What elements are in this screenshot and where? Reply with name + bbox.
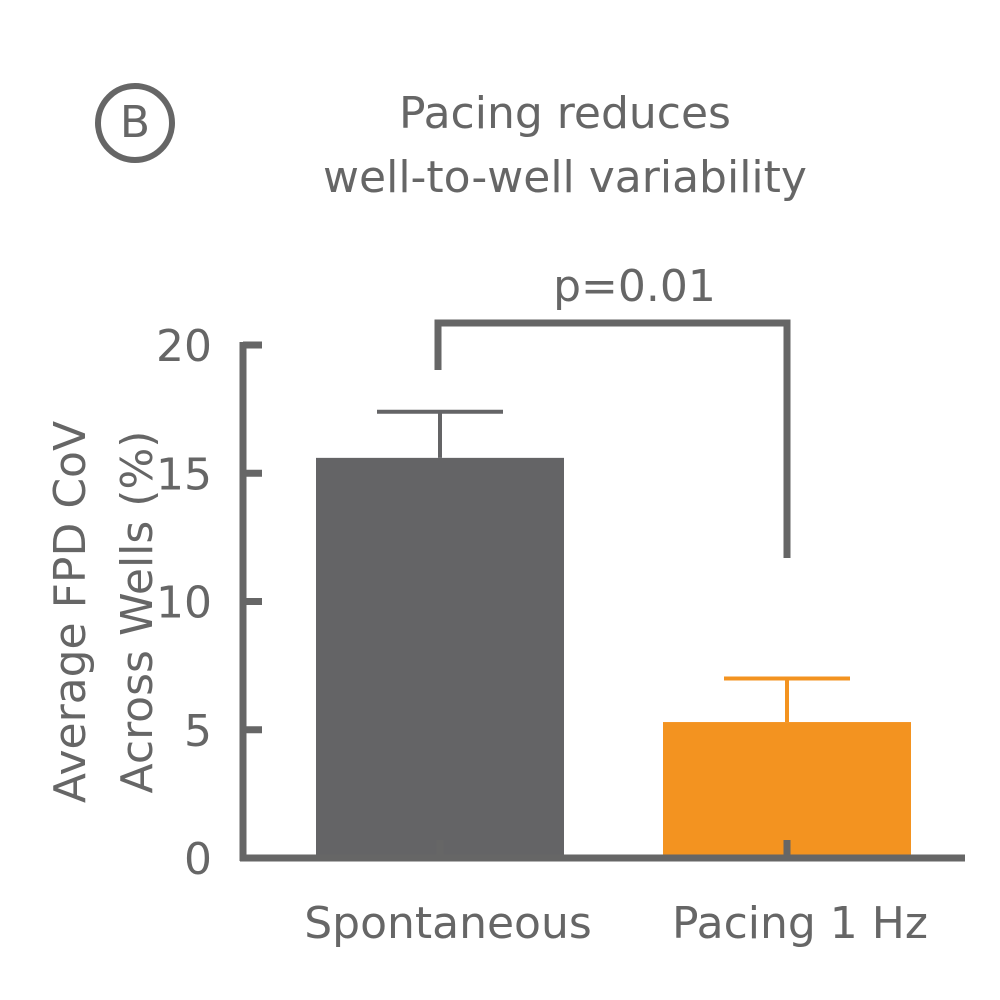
significance-label: p=0.01 [553, 261, 716, 312]
error-bars [377, 409, 850, 723]
y-tick-label-1: 5 [184, 706, 212, 757]
significance-bracket-line [434, 319, 791, 558]
y-tick-label-2: 10 [156, 578, 212, 629]
panel-label: B [119, 97, 151, 148]
chart-title: Pacing reduces well-to-well variability [260, 82, 870, 210]
panel-label-badge: B [95, 83, 175, 163]
bar-0 [316, 457, 564, 858]
y-tick-label-4: 20 [156, 321, 212, 372]
x-tick-labels: Spontaneous Pacing 1 Hz [304, 898, 928, 949]
y-ticks: 0 5 10 15 20 [156, 321, 262, 885]
bar-1 [663, 722, 911, 858]
x-tick-label-1: Pacing 1 Hz [672, 898, 928, 949]
significance-bracket: p=0.01 [434, 261, 791, 558]
y-tick-label-3: 15 [156, 449, 212, 500]
y-axis-label-line-0: Average FPD CoV [45, 421, 96, 803]
chart-title-line-2: well-to-well variability [323, 152, 807, 203]
y-axis-label-line-1: Across Wells (%) [112, 431, 163, 794]
bars [316, 457, 911, 858]
x-tick-label-0: Spontaneous [304, 898, 592, 949]
y-tick-label-0: 0 [184, 834, 212, 885]
chart-title-line-1: Pacing reduces [399, 88, 731, 139]
y-axis-label: Average FPD CoV Across Wells (%) [45, 421, 163, 803]
